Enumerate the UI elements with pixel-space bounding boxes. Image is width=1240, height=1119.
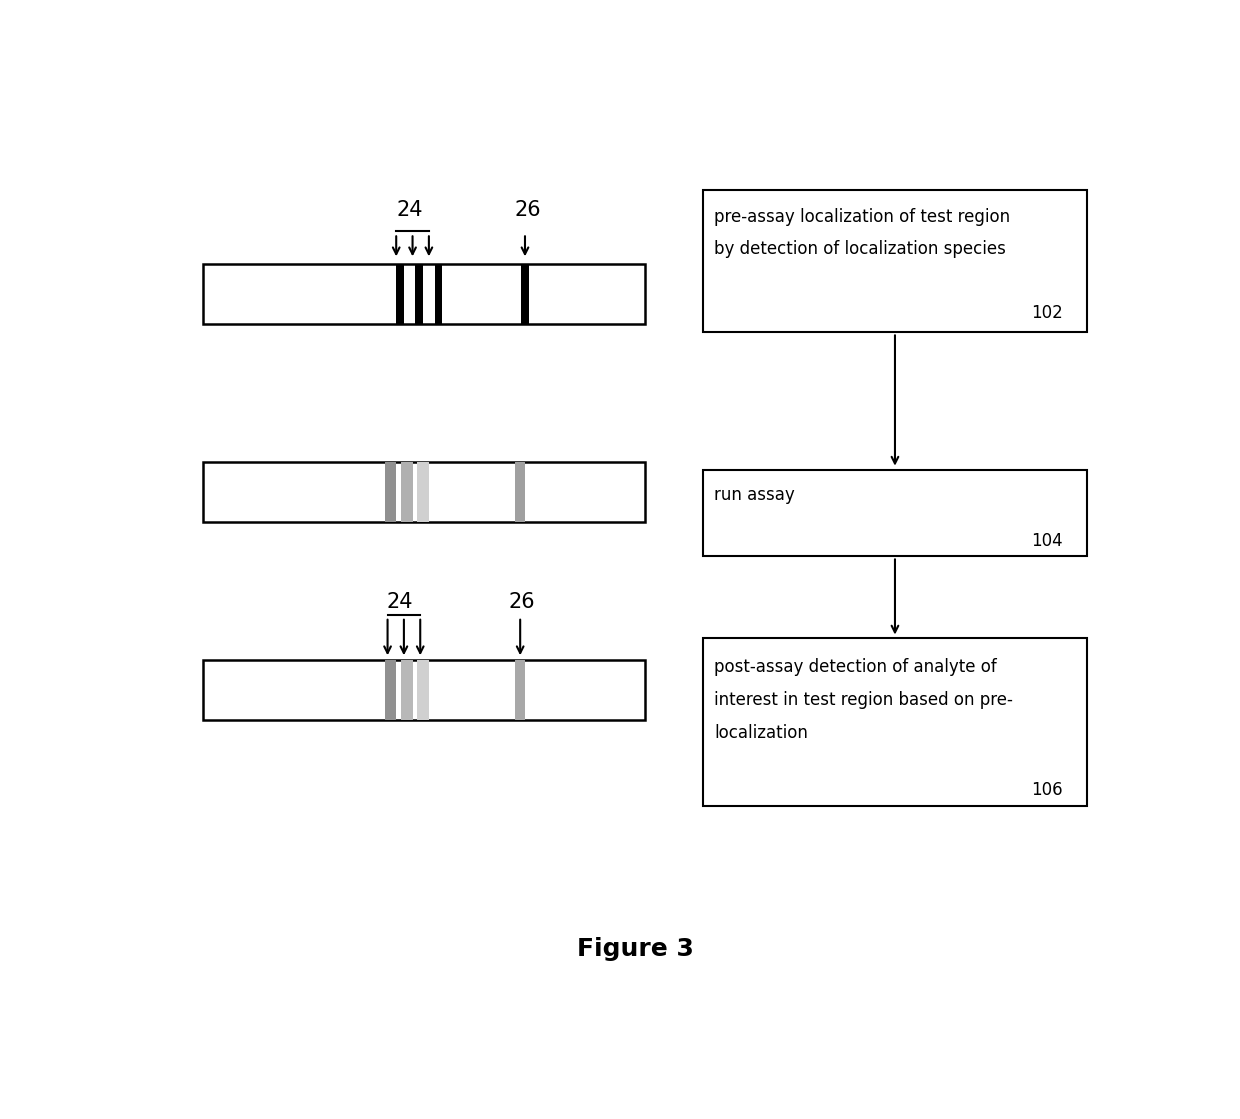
Text: pre-assay localization of test region: pre-assay localization of test region [714, 207, 1011, 226]
Text: 102: 102 [1032, 304, 1063, 322]
Text: 24: 24 [387, 592, 413, 612]
Bar [415, 263, 423, 323]
Bar [703, 470, 1087, 556]
Bar [516, 462, 525, 521]
Text: 26: 26 [515, 200, 541, 220]
Bar [516, 660, 525, 721]
Text: localization: localization [714, 724, 808, 742]
Text: by detection of localization species: by detection of localization species [714, 241, 1006, 258]
Text: Figure 3: Figure 3 [577, 938, 694, 961]
Bar [384, 462, 397, 521]
Bar [703, 638, 1087, 807]
Text: interest in test region based on pre-: interest in test region based on pre- [714, 690, 1013, 709]
Bar [435, 263, 443, 323]
Text: 106: 106 [1032, 781, 1063, 799]
Bar [384, 660, 397, 721]
Bar [418, 660, 429, 721]
Bar [203, 462, 645, 521]
Text: 26: 26 [508, 592, 536, 612]
Bar [418, 462, 429, 521]
Text: post-assay detection of analyte of: post-assay detection of analyte of [714, 658, 997, 676]
Text: 24: 24 [397, 200, 423, 220]
Bar [521, 263, 528, 323]
Bar [703, 190, 1087, 332]
Text: 104: 104 [1032, 532, 1063, 549]
Bar [203, 263, 645, 323]
Bar [401, 462, 413, 521]
Bar [401, 660, 413, 721]
Bar [397, 263, 404, 323]
Bar [203, 660, 645, 721]
Text: run assay: run assay [714, 486, 795, 504]
